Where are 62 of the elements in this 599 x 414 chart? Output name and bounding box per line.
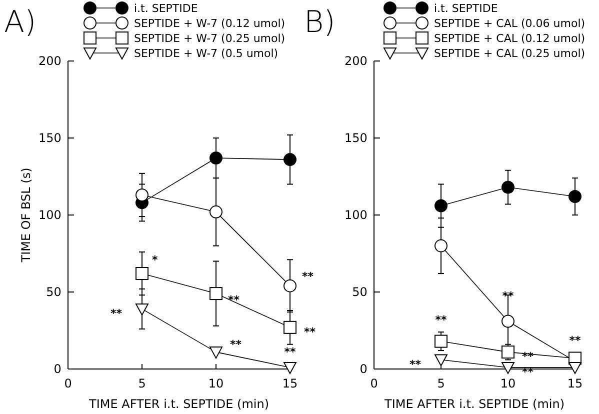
x-axis-title: TIME AFTER i.t. SEPTIDE (min) [88, 397, 269, 411]
point [210, 205, 222, 218]
legend-label: SEPTIDE + CAL (0.06 umol) [434, 17, 586, 30]
point [210, 152, 222, 165]
x-tick-label: 0 [370, 376, 378, 391]
legend-label: SEPTIDE + CAL (0.12 umol) [434, 32, 586, 45]
annotation: ** [230, 338, 242, 352]
y-tick-label: 200 [38, 54, 62, 68]
x-tick-label: 10 [208, 376, 224, 391]
point [568, 362, 582, 374]
chart-title: B) [304, 5, 336, 40]
point [136, 303, 148, 316]
point [502, 346, 514, 359]
y-tick-label: 50 [352, 284, 368, 299]
point [284, 153, 296, 166]
legend-label: SEPTIDE + W-7 (0.5 umol) [134, 47, 278, 60]
y-tick-label: 100 [344, 208, 368, 222]
point [284, 279, 296, 292]
legend-label: i.t. SEPTIDE [134, 2, 198, 15]
y-tick-label: 0 [360, 362, 368, 376]
x-tick-label: 5 [138, 376, 146, 391]
point [434, 354, 448, 366]
y-tick-label: 50 [46, 284, 62, 299]
point [434, 334, 448, 348]
annotation: ** [569, 334, 581, 348]
x-tick-label: 15 [567, 376, 583, 391]
point [434, 199, 448, 212]
point [502, 180, 514, 194]
point [568, 190, 582, 204]
annotation: ** [228, 294, 240, 307]
annotation: * [152, 254, 158, 267]
y-tick-label: 150 [344, 130, 368, 145]
annotation: ** [409, 358, 422, 371]
point [434, 239, 448, 252]
point [502, 362, 514, 374]
legend-label: SEPTIDE + W-7 (0.12 umol) [134, 17, 286, 30]
point [284, 362, 296, 374]
point [210, 346, 222, 359]
x-tick-label: 10 [500, 376, 516, 391]
legend-label: SEPTIDE + W-7 (0.25 umol) [134, 32, 286, 45]
y-axis-title: TIME OF BSL (s) [19, 168, 33, 264]
point [502, 314, 514, 328]
annotation: ** [110, 306, 122, 320]
x-tick-label: 0 [64, 376, 72, 391]
y-tick-label: 200 [344, 54, 368, 68]
x-tick-label: 15 [282, 376, 298, 391]
annotation: ** [304, 325, 316, 338]
point [136, 188, 148, 202]
y-tick-label: 0 [54, 362, 62, 376]
point [284, 320, 296, 334]
y-tick-label: 150 [38, 130, 62, 145]
annotation: ** [435, 313, 447, 326]
x-axis-title: TIME AFTER i.t. SEPTIDE (min) [384, 397, 564, 411]
legend-label: SEPTIDE + CAL (0.25 umol) [434, 47, 586, 60]
annotation: ** [284, 345, 296, 358]
point [136, 267, 148, 280]
annotation: ** [302, 270, 314, 283]
chart-title: A) [4, 5, 36, 40]
legend-label: i.t. SEPTIDE [434, 2, 498, 15]
y-tick-label: 100 [38, 208, 62, 222]
point [210, 287, 222, 300]
x-tick-label: 5 [437, 376, 445, 391]
